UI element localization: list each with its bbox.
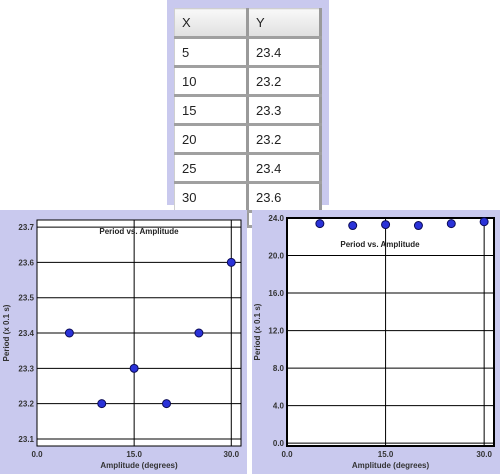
table-cell-y[interactable]: 23.2 <box>247 66 322 97</box>
y-tick-label: 23.7 <box>18 223 34 232</box>
table-row: 10 23.2 <box>174 66 322 97</box>
table-cell-x[interactable]: 25 <box>174 153 249 184</box>
table-row: 20 23.2 <box>174 124 322 155</box>
y-tick-label: 20.0 <box>268 252 284 261</box>
data-point[interactable] <box>348 221 358 231</box>
table-header-row: X Y <box>174 8 322 39</box>
table-row: 25 23.4 <box>174 153 322 184</box>
chart-panel-full: 0.0 15.0 30.0 0.0 4.0 8.0 12.0 16.0 20.0 24.0 Ampl… <box>252 210 500 474</box>
data-point[interactable] <box>97 399 107 409</box>
chart-title: Period vs. Amplitude <box>99 227 179 236</box>
data-point[interactable] <box>129 363 139 373</box>
x-tick-label: 0.0 <box>281 450 293 459</box>
table-cell-x[interactable]: 30 <box>174 182 249 213</box>
table-cell-y[interactable]: 23.3 <box>247 95 322 126</box>
scatter-chart-zoomed: 0.0 15.0 30.0 23.1 23.2 23.3 23.4 23.5 23.6 23.7 A… <box>2 219 242 470</box>
x-tick-label: 30.0 <box>223 450 239 459</box>
table-cell-x[interactable]: 5 <box>174 37 249 68</box>
data-point[interactable] <box>381 220 391 230</box>
y-tick-label: 23.5 <box>18 294 34 303</box>
table-cell-y[interactable]: 23.2 <box>247 124 322 155</box>
chart-panel-zoomed: 0.0 15.0 30.0 23.1 23.2 23.3 23.4 23.5 23.6 23.7 A… <box>0 210 247 474</box>
table-row: 5 23.4 <box>174 37 322 68</box>
table-cell-x[interactable]: 10 <box>174 66 249 97</box>
data-point[interactable] <box>479 217 489 227</box>
table-row: 15 23.3 <box>174 95 322 126</box>
y-tick-label: 8.0 <box>273 364 285 373</box>
column-header-x[interactable]: X <box>174 8 249 39</box>
x-axis-label: Amplitude (degrees) <box>352 461 430 470</box>
y-tick-label: 23.3 <box>18 364 34 373</box>
data-table: X Y 5 23.4 10 23.2 15 23.3 20 23.2 25 <box>174 8 322 228</box>
table-cell-y[interactable]: 23.6 <box>247 182 322 213</box>
table-cell-y[interactable]: 23.4 <box>247 153 322 184</box>
chart-title: Period vs. Amplitude <box>340 240 420 249</box>
y-tick-label: 24.0 <box>268 214 284 223</box>
table-row: 30 23.6 <box>174 182 322 213</box>
y-tick-label: 23.2 <box>18 400 34 409</box>
x-tick-label: 30.0 <box>476 450 492 459</box>
data-point[interactable] <box>162 399 172 409</box>
y-tick-label: 16.0 <box>268 289 284 298</box>
x-tick-label: 0.0 <box>31 450 43 459</box>
scatter-chart-full: 0.0 15.0 30.0 0.0 4.0 8.0 12.0 16.0 20.0 24.0 Ampl… <box>253 214 495 470</box>
table-cell-x[interactable]: 20 <box>174 124 249 155</box>
data-table-panel: X Y 5 23.4 10 23.2 15 23.3 20 23.2 25 <box>167 0 329 228</box>
y-tick-label: 4.0 <box>273 402 285 411</box>
table-cell-y[interactable]: 23.4 <box>247 37 322 68</box>
x-tick-label: 15.0 <box>378 450 394 459</box>
y-tick-label: 23.4 <box>18 329 34 338</box>
data-point[interactable] <box>315 219 325 229</box>
data-point[interactable] <box>226 257 236 267</box>
y-tick-label: 12.0 <box>268 327 284 336</box>
y-axis-label: Period (x 0.1 s) <box>2 304 11 361</box>
plot-area <box>286 217 495 447</box>
data-point[interactable] <box>64 328 74 338</box>
y-axis-label: Period (x 0.1 s) <box>253 303 262 360</box>
data-point[interactable] <box>413 221 423 231</box>
y-tick-label: 23.1 <box>18 435 34 444</box>
data-point[interactable] <box>194 328 204 338</box>
x-tick-label: 15.0 <box>126 450 142 459</box>
y-tick-label: 0.0 <box>273 439 285 448</box>
data-point[interactable] <box>446 219 456 229</box>
column-header-y[interactable]: Y <box>247 8 322 39</box>
y-tick-label: 23.6 <box>18 258 34 267</box>
x-axis-label: Amplitude (degrees) <box>100 461 178 470</box>
table-cell-x[interactable]: 15 <box>174 95 249 126</box>
